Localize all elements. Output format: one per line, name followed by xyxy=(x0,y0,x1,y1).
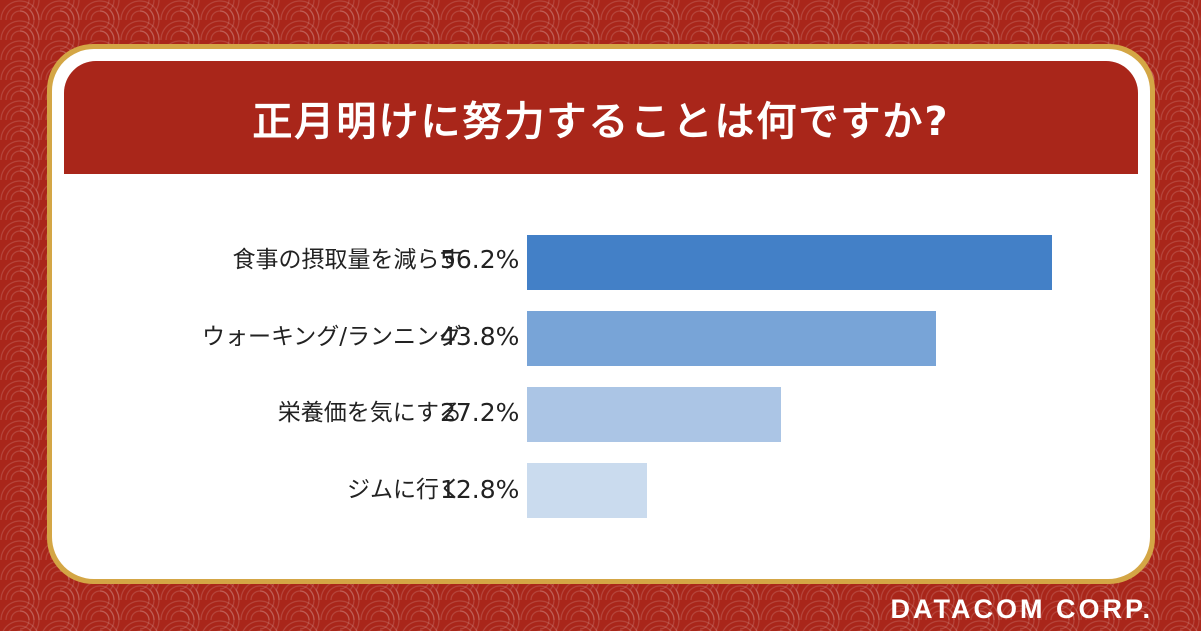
category-label-0: 食事の摂取量を減らす xyxy=(232,247,462,273)
bar-0 xyxy=(527,235,1052,290)
value-label-1: 43.8% xyxy=(440,322,520,351)
value-label-3: 12.8% xyxy=(440,475,520,504)
chart-card: 正月明けに努力することは何ですか? 食事の摂取量を減らす 56.2% ウォーキン… xyxy=(52,49,1150,579)
value-label-0: 56.2% xyxy=(440,245,520,274)
brand-logo: DATACOM CORP. xyxy=(890,594,1153,624)
category-label-1: ウォーキング/ランニング xyxy=(201,324,462,350)
chart-title: 正月明けに努力することは何ですか? xyxy=(252,98,950,145)
category-label-2: 栄養価を気にする xyxy=(277,400,462,426)
bar-1 xyxy=(527,311,936,366)
category-label-3: ジムに行く xyxy=(347,477,462,503)
title-banner: 正月明けに努力することは何ですか? xyxy=(64,61,1138,174)
value-label-2: 27.2% xyxy=(440,398,520,427)
bar-3 xyxy=(527,463,647,518)
bar-2 xyxy=(527,387,781,442)
